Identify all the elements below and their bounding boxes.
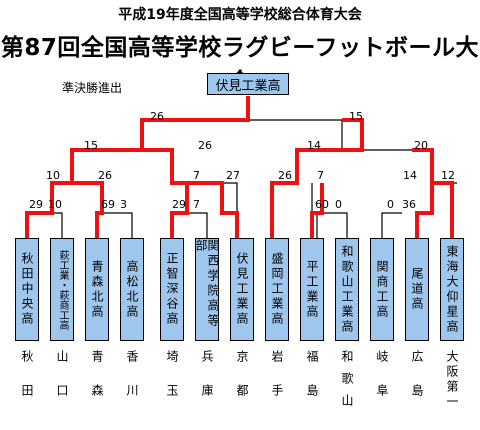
bracket-black-lines <box>52 119 457 238</box>
team-box: 尾道高 <box>405 238 429 341</box>
team-prefecture: 広島 <box>410 350 424 418</box>
score-label: 3 <box>120 198 127 211</box>
team-name: 高松北高 <box>125 259 139 320</box>
team-prefecture: 岩手 <box>270 350 284 418</box>
team-prefecture: 岐阜 <box>375 350 389 418</box>
team-name: 正智深谷高 <box>165 252 179 327</box>
team-prefecture: 大阪第一 <box>445 350 459 410</box>
team-prefecture: 秋田 <box>20 350 34 418</box>
team-name: 和歌山工業高 <box>340 244 354 335</box>
score-label: 10 <box>48 198 62 211</box>
team-box: 和歌山工業高 <box>335 238 359 341</box>
team-box: 盛岡工業高 <box>265 238 289 341</box>
score-label: 0 <box>335 198 342 211</box>
score-label: 10 <box>46 169 60 182</box>
team-box: 正智深谷高 <box>160 238 184 341</box>
team-prefecture: 香川 <box>125 350 139 418</box>
team-name: 秋田中央高 <box>20 252 34 327</box>
score-label: 26 <box>198 139 212 152</box>
score-label: 36 <box>402 198 416 211</box>
team-box: 秋田中央高 <box>15 238 39 341</box>
team-name: 関西学院高等部 <box>194 239 220 329</box>
team-prefecture: 和歌山 <box>340 350 354 416</box>
team-prefecture: 京都 <box>235 350 249 418</box>
score-label: 14 <box>307 139 321 152</box>
team-name: 関商工高 <box>375 259 389 320</box>
score-label: 14 <box>403 169 417 182</box>
bracket-winner-lines <box>25 96 454 238</box>
tournament-subtitle: 平成19年度全国高等学校総合体育大会 <box>118 7 362 23</box>
team-name: 尾道高 <box>410 267 424 312</box>
team-name: 東海大仰星高 <box>445 244 459 335</box>
score-label: 0 <box>387 198 394 211</box>
champion-box: 伏見工業高 <box>207 73 289 95</box>
team-box: 東海大仰星高 <box>440 238 464 341</box>
score-label: 26 <box>150 110 164 123</box>
score-label: 29 <box>29 198 43 211</box>
score-label: 15 <box>84 139 98 152</box>
team-name: 青森北高 <box>90 259 104 320</box>
score-label: 7 <box>193 198 200 211</box>
team-box: 伏見工業高 <box>230 238 254 341</box>
team-box: 平工業高 <box>300 238 324 341</box>
team-prefecture: 山口 <box>55 350 69 418</box>
score-label: 69 <box>101 198 115 211</box>
team-prefecture: 青森 <box>90 350 104 418</box>
semifinal-label: 準決勝進出 <box>62 81 123 95</box>
team-prefecture: 兵庫 <box>200 350 214 418</box>
team-name: 伏見工業高 <box>235 252 249 327</box>
score-label: 60 <box>315 198 329 211</box>
score-label: 27 <box>226 169 240 182</box>
score-label: 26 <box>278 169 292 182</box>
score-label: 7 <box>317 169 324 182</box>
team-box: 高松北高 <box>120 238 144 341</box>
team-name: 盛岡工業高 <box>270 252 284 327</box>
team-box: 萩工業・萩商工高 <box>50 238 74 341</box>
score-label: 26 <box>98 169 112 182</box>
team-box: 関商工高 <box>370 238 394 341</box>
score-label: 20 <box>414 139 428 152</box>
team-box: 青森北高 <box>85 238 109 341</box>
team-box: 関西学院高等部 <box>194 238 220 341</box>
score-label: 7 <box>193 169 200 182</box>
team-name: 萩工業・萩商工高 <box>57 249 68 330</box>
team-name: 平工業高 <box>305 259 319 320</box>
score-label: 15 <box>349 110 363 123</box>
team-prefecture: 埼玉 <box>165 350 179 418</box>
score-label: 29 <box>172 198 186 211</box>
team-prefecture: 福島 <box>305 350 319 418</box>
score-label: 12 <box>441 169 455 182</box>
